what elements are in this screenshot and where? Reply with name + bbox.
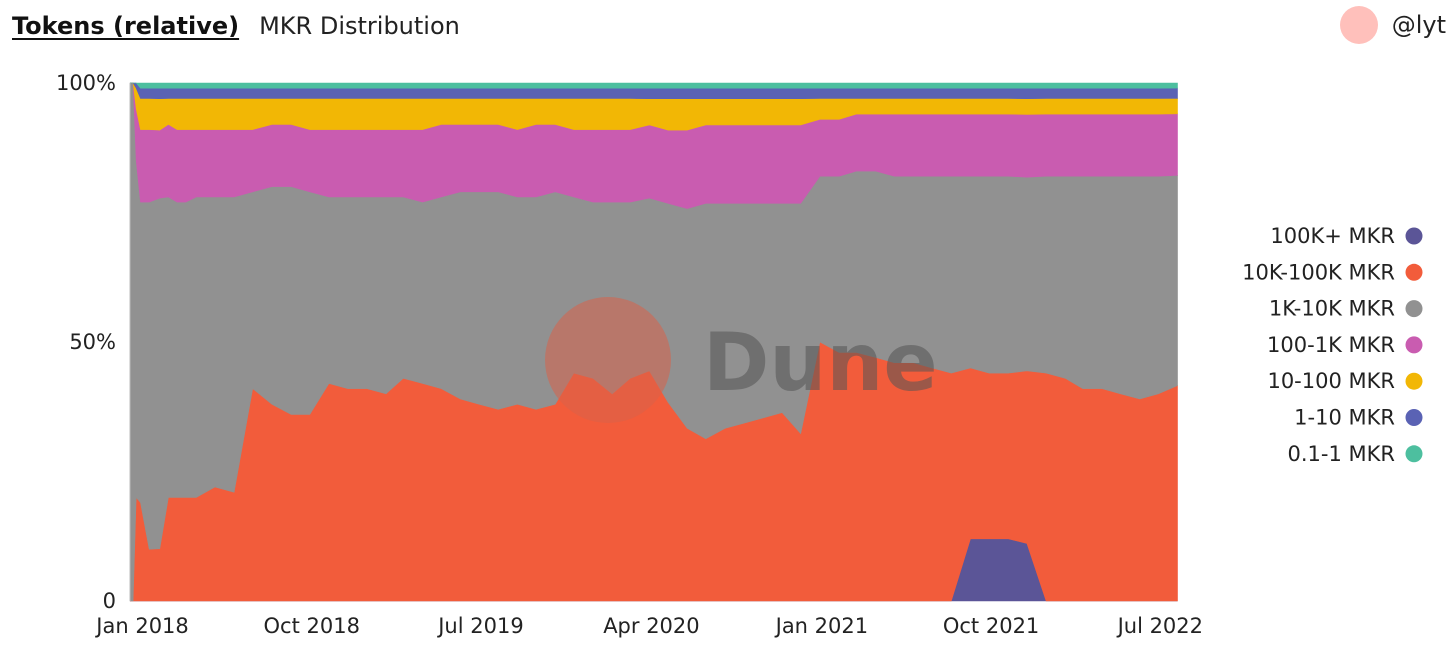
- legend-swatch[interactable]: [1405, 409, 1423, 426]
- chart-title: MKR Distribution: [259, 12, 460, 40]
- x-tick-label: Jul 2019: [436, 614, 523, 638]
- legend-swatch[interactable]: [1405, 227, 1423, 245]
- legend-swatch[interactable]: [1405, 445, 1423, 463]
- legend-label[interactable]: 10K-100K MKR: [1242, 260, 1395, 284]
- x-tick-label: Jul 2022: [1116, 614, 1203, 638]
- author-handle[interactable]: @lyt: [1391, 11, 1446, 39]
- tab-tokens-relative[interactable]: Tokens (relative): [12, 12, 240, 40]
- dune-watermark: Dune: [545, 297, 938, 423]
- avatar[interactable]: [1339, 6, 1378, 44]
- legend-label[interactable]: 100-1K MKR: [1267, 333, 1395, 357]
- legend-label[interactable]: 1K-10K MKR: [1269, 297, 1395, 321]
- y-tick-label: 50%: [69, 330, 116, 354]
- chart-axes: 0 50% 100% Jan 2018 Oct 2018 Jul 2019 Apr 2020…: [56, 71, 1203, 638]
- legend-label[interactable]: 100K+ MKR: [1270, 224, 1395, 248]
- y-tick-label: 100%: [56, 71, 116, 95]
- chart-header: Tokens (relative) MKR Distribution: [12, 8, 460, 44]
- legend-label[interactable]: 1-10 MKR: [1294, 406, 1395, 430]
- watermark-logo-icon: [545, 297, 671, 423]
- x-tick-label: Jan 2021: [774, 614, 869, 638]
- legend-swatch[interactable]: [1405, 336, 1423, 354]
- watermark-text: Dune: [703, 316, 938, 409]
- x-tick-label: Oct 2021: [943, 614, 1039, 638]
- legend-swatch[interactable]: [1405, 263, 1423, 281]
- y-tick-label: 0: [103, 589, 116, 613]
- x-tick-label: Apr 2020: [603, 614, 699, 638]
- legend-label[interactable]: 10-100 MKR: [1267, 369, 1395, 393]
- legend-label[interactable]: 0.1-1 MKR: [1288, 442, 1396, 466]
- legend-swatch[interactable]: [1405, 372, 1423, 390]
- legend-swatch[interactable]: [1405, 300, 1423, 318]
- chart-legend[interactable]: 100K+ MKR 10K-100K MKR 1K-10K MKR 100-1K MK…: [1242, 224, 1423, 466]
- x-tick-label: Oct 2018: [264, 614, 360, 638]
- x-tick-label: Jan 2018: [94, 614, 189, 638]
- author-badge[interactable]: @lyt: [1339, 6, 1446, 44]
- area-0-1-1-mkr[interactable]: [130, 82, 1178, 89]
